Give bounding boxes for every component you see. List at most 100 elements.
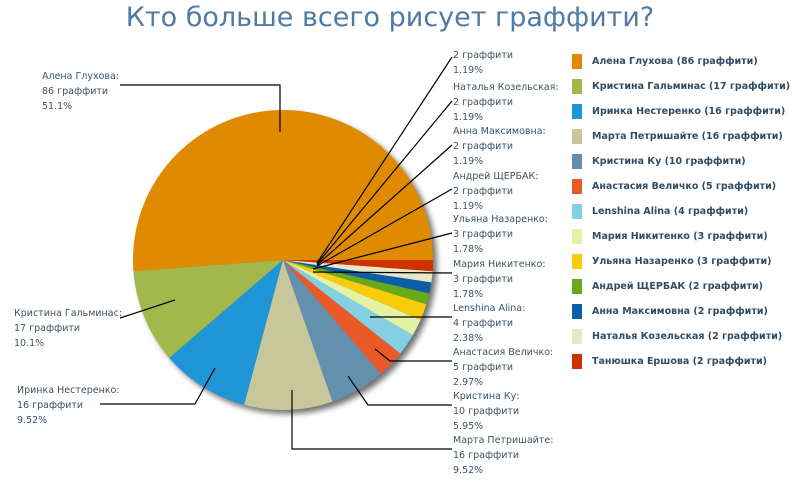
pie-slice-12[interactable]: [283, 260, 434, 272]
data-label-percent: 1.78%: [453, 288, 484, 300]
legend-swatch: [572, 54, 582, 69]
pie-slice-4[interactable]: [283, 260, 381, 402]
legend-label: Анастасия Величко (5 граффити): [592, 181, 777, 192]
legend-item[interactable]: Наталья Козельская (2 граффити): [572, 324, 790, 349]
legend-label: Танюшка Ершова (2 граффити): [592, 356, 768, 367]
legend-item[interactable]: Кристина Ку (10 граффити): [572, 149, 790, 174]
data-label-name: Ульяна Назаренко:: [453, 214, 548, 225]
data-label-percent: 1.19%: [453, 155, 484, 167]
data-label-percent: 1.19%: [453, 200, 484, 212]
legend-label: Ульяна Назаренко (3 граффити): [592, 256, 772, 267]
legend-label: Наталья Козельская (2 граффити): [592, 331, 783, 342]
legend-swatch: [572, 354, 582, 369]
legend-swatch: [572, 279, 582, 294]
data-label-count: 10 граффити: [453, 405, 520, 417]
legend-label: Lenshina Alina (4 граффити): [592, 206, 749, 217]
legend-swatch: [572, 229, 582, 244]
legend-label: Иринка Нестеренко (16 граффити): [592, 106, 786, 117]
leader-line: [316, 100, 453, 265]
legend-label: Кристина Ку (10 граффити): [592, 156, 746, 167]
pie-slice-8[interactable]: [283, 260, 427, 320]
data-label: Кристина Гальминас: 17 граффити 10.1%: [14, 307, 122, 351]
data-label-percent: 5.95%: [453, 420, 484, 432]
leader-line: [291, 390, 452, 450]
data-label-count: 16 граффити: [17, 399, 84, 411]
legend-label: Кристина Гальминас (17 граффити): [592, 81, 791, 92]
pie-slice-7[interactable]: [283, 260, 421, 335]
data-label: Алена Глухова: 86 граффити 51.1%: [42, 70, 119, 114]
pie-slice-0[interactable]: [133, 110, 434, 272]
data-label-count: 4 граффити: [453, 317, 514, 329]
data-label: Анна Максимовна: 2 граффити 1.19%: [453, 125, 546, 169]
leader-line: [312, 232, 453, 270]
pie-slice-3[interactable]: [244, 260, 333, 411]
legend-item[interactable]: Кристина Гальминас (17 граффити): [572, 74, 790, 99]
data-label-count: 2 граффити: [453, 185, 514, 197]
leader-line: [316, 188, 453, 267]
legend-swatch: [572, 254, 582, 269]
data-label-name: Наталья Козельская:: [453, 82, 559, 93]
legend-item[interactable]: Иринка Нестеренко (16 граффити): [572, 99, 790, 124]
data-label-name: Кристина Ку:: [453, 391, 520, 402]
leader-line: [312, 271, 453, 274]
legend-label: Алена Глухова (86 граффити): [592, 56, 758, 67]
data-label-percent: 9.52%: [453, 464, 484, 476]
legend-item[interactable]: Андрей ЩЕРБАК (2 граффити): [572, 274, 790, 299]
legend-item[interactable]: Анна Максимовна (2 граффити): [572, 299, 790, 324]
data-label-percent: 9.52%: [17, 414, 48, 426]
legend-item[interactable]: Ульяна Назаренко (3 граффити): [572, 249, 790, 274]
pie-slice-2[interactable]: [169, 260, 283, 405]
data-label-count: 5 граффити: [453, 361, 514, 373]
data-label-count: 2 граффити: [453, 140, 514, 152]
data-label: 2 граффити 1.19%: [453, 49, 513, 79]
leader-line: [316, 56, 453, 264]
pie-slice-6[interactable]: [283, 260, 413, 354]
legend-swatch: [572, 129, 582, 144]
data-label-percent: 51.1%: [42, 100, 73, 112]
data-label-name: Мария Никитенко:: [453, 259, 546, 270]
data-label-count: 3 граффити: [453, 228, 514, 240]
data-label: Кристина Ку: 10 граффити 5.95%: [453, 390, 520, 434]
chart-title: Кто больше всего рисует граффити?: [125, 2, 655, 33]
data-label-count: 3 граффити: [453, 273, 514, 285]
data-label-percent: 1.78%: [453, 243, 484, 255]
legend-label: Анна Максимовна (2 граффити): [592, 306, 768, 317]
legend-label: Мария Никитенко (3 граффити): [592, 231, 768, 242]
legend-swatch: [572, 179, 582, 194]
leader-line: [347, 375, 452, 406]
data-label: Анастасия Величко: 5 граффити 2.97%: [453, 346, 553, 390]
data-label-count: 2 граффити: [453, 50, 514, 61]
legend-label: Андрей ЩЕРБАК (2 граффити): [592, 281, 763, 292]
data-label: Наталья Козельская: 2 граффити 1.19%: [453, 81, 559, 125]
data-label-name: Анна Максимовна:: [453, 126, 546, 137]
legend-item[interactable]: Танюшка Ершова (2 граффити): [572, 349, 790, 374]
data-label: Иринка Нестеренко: 16 граффити 9.52%: [17, 384, 120, 428]
pie-slice-10[interactable]: [283, 260, 432, 294]
leader-line: [119, 299, 176, 319]
data-label: Ульяна Назаренко: 3 граффити 1.78%: [453, 213, 548, 257]
data-label-name: Иринка Нестеренко:: [17, 385, 120, 396]
legend: Алена Глухова (86 граффити) Кристина Галь…: [572, 49, 790, 374]
data-label-name: Lenshina Alina:: [453, 303, 526, 314]
data-label-count: 2 граффити: [453, 96, 514, 108]
leader-line: [100, 367, 216, 405]
legend-swatch: [572, 329, 582, 344]
legend-label: Марта Петришайте (16 граффити): [592, 131, 783, 142]
data-label-count: 86 граффити: [42, 85, 109, 97]
pie-slice-11[interactable]: [283, 260, 433, 283]
legend-swatch: [572, 154, 582, 169]
legend-item[interactable]: Алена Глухова (86 граффити): [572, 49, 790, 74]
legend-swatch: [572, 79, 582, 94]
legend-item[interactable]: Lenshina Alina (4 граффити): [572, 199, 790, 224]
pie-slice-5[interactable]: [283, 260, 401, 374]
pie-slice-1[interactable]: [133, 260, 283, 358]
legend-item[interactable]: Анастасия Величко (5 граффити): [572, 174, 790, 199]
data-label-percent: 2.38%: [453, 332, 484, 344]
pie-slice-9[interactable]: [283, 260, 430, 305]
data-label-percent: 10.1%: [14, 337, 45, 349]
legend-item[interactable]: Марта Петришайте (16 граффити): [572, 124, 790, 149]
data-label: Lenshina Alina: 4 граффити 2.38%: [453, 302, 525, 346]
legend-item[interactable]: Мария Никитенко (3 граффити): [572, 224, 790, 249]
